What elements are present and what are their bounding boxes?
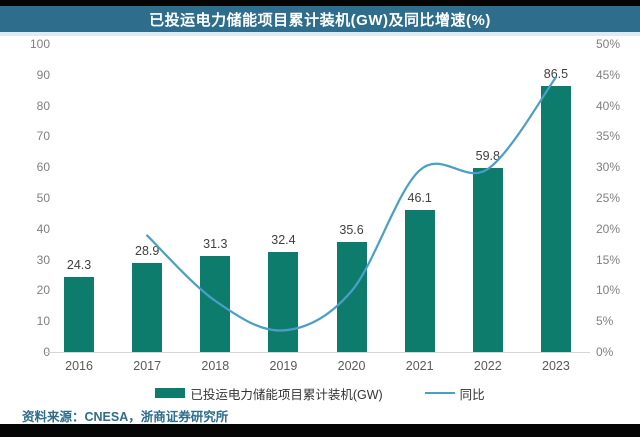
x-axis-tick-label: 2018 bbox=[201, 359, 230, 373]
x-axis-tick-label: 2017 bbox=[133, 359, 162, 373]
x-axis-line bbox=[45, 352, 590, 353]
legend-item-bar: 已投运电力储能项目累计装机(GW) bbox=[155, 384, 383, 403]
title-underline-strip bbox=[0, 32, 640, 36]
left-axis-tick-label: 70 bbox=[36, 129, 50, 144]
left-axis-tick-label: 10 bbox=[36, 314, 50, 329]
right-axis-tick-label: 30% bbox=[596, 160, 621, 175]
right-axis-tick-label: 40% bbox=[596, 98, 621, 113]
right-axis-tick-label: 10% bbox=[596, 283, 621, 298]
bar-2016 bbox=[64, 277, 95, 352]
x-axis-tick-label: 2023 bbox=[542, 359, 570, 373]
bar-value-label: 24.3 bbox=[66, 258, 92, 273]
bar-2017 bbox=[132, 262, 163, 352]
right-axis-tick-label: 15% bbox=[596, 252, 621, 267]
left-axis-tick-label: 60 bbox=[36, 160, 50, 175]
bar-2022 bbox=[472, 167, 503, 352]
bar-value-label: 59.8 bbox=[475, 148, 500, 163]
right-axis-tick-label: 50% bbox=[596, 37, 621, 51]
x-axis-tick-label: 2021 bbox=[405, 359, 434, 373]
bar-value-label: 28.9 bbox=[135, 243, 160, 258]
legend-line-label: 同比 bbox=[459, 387, 485, 402]
left-axis-tick-label: 90 bbox=[36, 67, 50, 82]
bar-value-label: 46.1 bbox=[407, 191, 432, 205]
right-axis-tick-label: 20% bbox=[596, 221, 621, 236]
right-axis-tick-label: 35% bbox=[596, 129, 621, 144]
chart-title: 已投运电力储能项目累计装机(GW)及同比增速(%) bbox=[149, 11, 491, 29]
legend-bar-label: 已投运电力储能项目累计装机(GW) bbox=[190, 387, 383, 402]
left-axis-tick-label: 20 bbox=[36, 283, 50, 298]
left-axis-tick-label: 50 bbox=[36, 191, 50, 205]
left-axis-tick-label: 40 bbox=[36, 221, 50, 236]
right-axis-tick-label: 45% bbox=[596, 67, 621, 82]
legend-bar-swatch bbox=[155, 388, 186, 398]
legend-line-swatch bbox=[424, 392, 455, 394]
bar-value-label: 35.6 bbox=[339, 223, 364, 238]
left-axis-tick-label: 30 bbox=[36, 252, 50, 267]
left-axis-tick-label: 80 bbox=[36, 98, 50, 113]
bar-value-label: 86.5 bbox=[543, 66, 569, 81]
legend: 已投运电力储能项目累计装机(GW) 同比 bbox=[0, 383, 640, 403]
bar-value-label: 32.4 bbox=[271, 233, 296, 248]
bar-value-label: 31.3 bbox=[203, 236, 228, 251]
x-axis-tick-label: 2022 bbox=[473, 359, 502, 373]
right-axis-tick-label: 5% bbox=[596, 314, 614, 329]
right-axis-tick-label: 0% bbox=[596, 345, 614, 359]
bar-2020 bbox=[336, 242, 367, 352]
source-note: 资料来源：CNESA，浙商证券研究所 bbox=[22, 410, 229, 424]
bar-2021 bbox=[404, 210, 435, 352]
top-black-strip bbox=[0, 0, 640, 6]
chart-title-bar: 已投运电力储能项目累计装机(GW)及同比增速(%) bbox=[0, 6, 640, 32]
x-axis-tick-label: 2020 bbox=[337, 359, 366, 373]
x-axis-tick-label: 2016 bbox=[65, 359, 93, 373]
right-axis-tick-label: 25% bbox=[596, 191, 621, 205]
bar-2018 bbox=[200, 255, 231, 352]
legend-item-line: 同比 bbox=[424, 384, 485, 403]
x-axis-tick-label: 2019 bbox=[269, 359, 298, 373]
bar-2023 bbox=[540, 85, 571, 352]
bottom-black-strip bbox=[0, 424, 640, 437]
bar-2019 bbox=[268, 252, 299, 352]
left-axis-tick-label: 100 bbox=[29, 37, 50, 51]
